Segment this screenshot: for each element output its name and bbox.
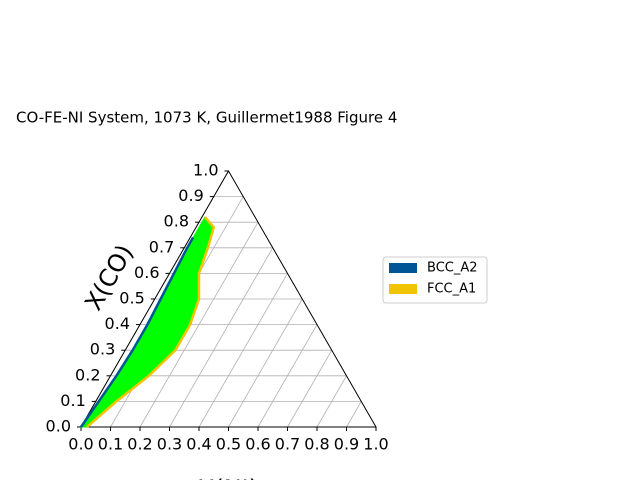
x-tick-label: 0.2 <box>127 435 152 454</box>
y-tick-label: 0.0 <box>46 417 71 436</box>
x-tick-label: 0.3 <box>157 435 182 454</box>
x-tick-label: 1.0 <box>363 435 388 454</box>
y-tick-label: 0.9 <box>178 186 203 205</box>
grid-line <box>169 247 274 428</box>
x-tick-label: 0.8 <box>304 435 329 454</box>
legend-swatch <box>389 263 417 273</box>
x-tick-label: 0.5 <box>216 435 241 454</box>
grid-line <box>287 350 333 428</box>
legend-label: FCC_A1 <box>427 282 476 297</box>
y-tick-label: 0.1 <box>60 391 85 410</box>
grid-line <box>228 298 303 428</box>
y-tick-label: 0.2 <box>75 365 100 384</box>
x-axis-label: X(NI) <box>198 475 258 480</box>
chart-title: CO-FE-NI System, 1073 K, Guillermet1988 … <box>16 109 397 127</box>
y-tick-label: 0.5 <box>119 289 144 308</box>
x-tick-label: 0.4 <box>186 435 211 454</box>
y-tick-label: 0.6 <box>134 263 159 282</box>
x-tick-label: 0.7 <box>275 435 300 454</box>
x-tick-label: 0.6 <box>245 435 270 454</box>
legend-label: BCC_A2 <box>427 261 478 276</box>
x-tick-label: 0.0 <box>68 435 93 454</box>
y-tick-label: 0.7 <box>149 237 174 256</box>
grid-line <box>346 401 362 428</box>
phase-boundary <box>86 216 216 428</box>
y-tick-label: 0.3 <box>90 340 115 359</box>
x-tick-label: 0.9 <box>334 435 359 454</box>
phase-boundary <box>79 236 195 428</box>
y-tick-label: 0.4 <box>105 314 130 333</box>
ternary-frame <box>80 169 377 428</box>
legend-swatch <box>389 284 417 294</box>
x-tick-label: 0.1 <box>98 435 123 454</box>
y-tick-label: 1.0 <box>193 161 218 180</box>
y-tick-label: 0.8 <box>164 212 189 231</box>
